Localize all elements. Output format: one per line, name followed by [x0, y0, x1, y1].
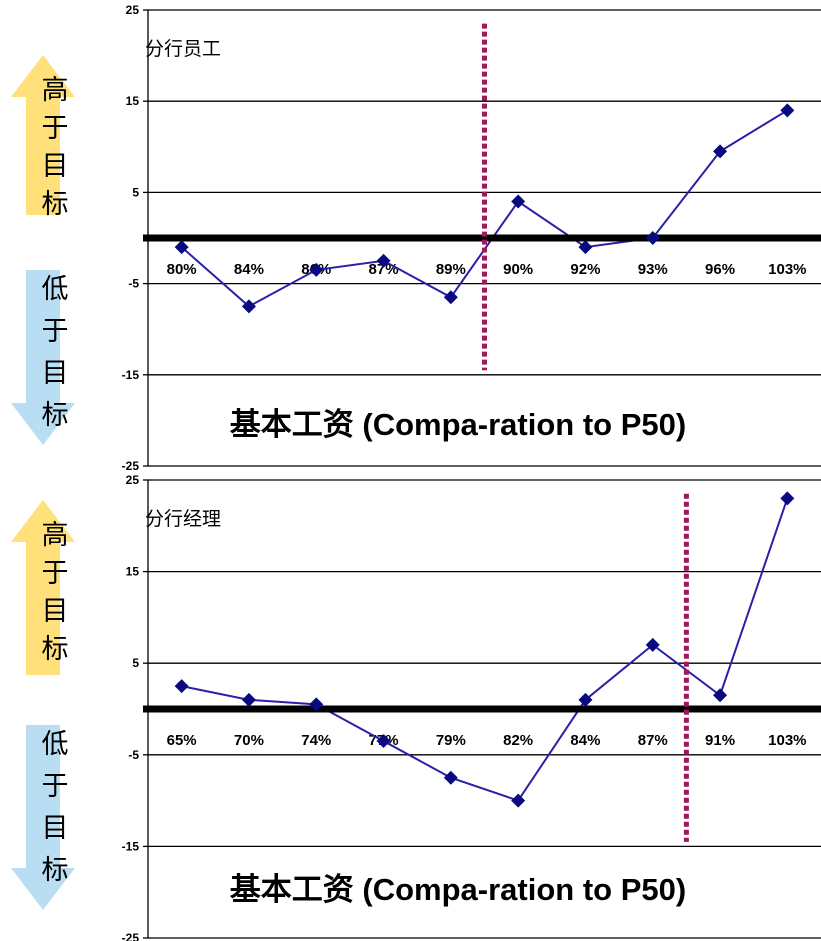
data-point-marker [174, 679, 189, 694]
below-target-char: 目 [42, 813, 69, 844]
data-point-marker [241, 692, 256, 707]
x-category-label: 89% [436, 261, 466, 278]
below-target-char: 目 [42, 358, 69, 389]
data-point-marker [713, 144, 728, 159]
x-category-label: 84% [570, 732, 600, 749]
data-point-marker [309, 262, 324, 277]
below-target-char: 于 [42, 771, 69, 802]
x-category-label: 103% [768, 732, 806, 749]
above-target-char: 高 [42, 75, 69, 106]
chart-panel-branch-staff: 高于目标低于目标25155-5-15-25分行员工80%84%86%87%89%… [0, 0, 821, 470]
x-category-label: 90% [503, 261, 533, 278]
y-tick-label: -5 [128, 277, 139, 291]
up-arrow-shape [11, 55, 75, 215]
y-tick-label: 25 [126, 3, 140, 17]
x-category-label: 96% [705, 261, 735, 278]
above-target-char: 标 [42, 189, 69, 220]
chart-title: 分行经理 [145, 508, 221, 530]
data-point-marker [645, 231, 660, 245]
chart-svg-branch-staff: 高于目标低于目标25155-5-15-25分行员工80%84%86%87%89%… [11, 3, 821, 470]
data-point-marker [578, 240, 593, 255]
x-category-label: 79% [436, 732, 466, 749]
data-point-marker [443, 290, 458, 305]
data-point-marker [713, 688, 728, 703]
below-target-char: 标 [42, 855, 69, 886]
data-point-marker [780, 103, 795, 118]
x-category-label: 65% [167, 732, 197, 749]
y-tick-label: -25 [122, 931, 140, 941]
data-point-marker [780, 491, 795, 506]
y-tick-label: 5 [132, 185, 139, 199]
above-target-char: 于 [42, 558, 69, 589]
y-tick-label: -25 [122, 459, 140, 470]
y-tick-label: -15 [122, 368, 140, 382]
x-category-label: 70% [234, 732, 264, 749]
y-tick-label: -15 [122, 839, 140, 853]
x-axis-label: 基本工资 (Compa-ration to P50) [230, 407, 686, 442]
x-category-label: 82% [503, 732, 533, 749]
down-arrow-shape [11, 270, 75, 445]
below-target-char: 低 [42, 729, 69, 760]
x-category-label: 103% [768, 261, 806, 278]
x-category-label: 93% [638, 261, 668, 278]
x-category-label: 84% [234, 261, 264, 278]
above-target-char: 目 [42, 151, 69, 182]
data-point-marker [376, 253, 391, 268]
y-tick-label: -5 [128, 748, 139, 762]
below-target-char: 低 [42, 274, 69, 305]
above-target-char: 标 [42, 634, 69, 665]
chart-svg-branch-manager: 高于目标低于目标25155-5-15-25分行经理65%70%74%77%79%… [11, 473, 821, 941]
above-target-char: 高 [42, 520, 69, 551]
y-tick-label: 15 [126, 565, 140, 579]
x-category-label: 91% [705, 732, 735, 749]
data-point-marker [376, 734, 391, 749]
data-point-marker [309, 697, 324, 712]
below-target-char: 标 [42, 400, 69, 431]
data-point-marker [443, 770, 458, 785]
chart-panel-branch-manager: 高于目标低于目标25155-5-15-25分行经理65%70%74%77%79%… [0, 470, 821, 941]
data-point-marker [511, 194, 526, 209]
y-tick-label: 15 [126, 94, 140, 108]
y-tick-label: 25 [126, 473, 140, 487]
x-axis-label: 基本工资 (Compa-ration to P50) [230, 872, 686, 907]
data-point-marker [174, 240, 189, 255]
chart-title: 分行员工 [145, 38, 221, 60]
below-target-char: 于 [42, 316, 69, 347]
above-target-char: 目 [42, 596, 69, 627]
x-category-label: 80% [167, 261, 197, 278]
x-category-label: 74% [301, 732, 331, 749]
up-arrow-shape [11, 500, 75, 675]
above-target-char: 于 [42, 113, 69, 144]
x-category-label: 92% [570, 261, 600, 278]
y-tick-label: 5 [132, 656, 139, 670]
data-point-marker [241, 299, 256, 314]
down-arrow-shape [11, 725, 75, 910]
data-point-marker [645, 637, 660, 652]
x-category-label: 87% [638, 732, 668, 749]
data-point-marker [578, 692, 593, 707]
data-point-marker [511, 793, 526, 808]
